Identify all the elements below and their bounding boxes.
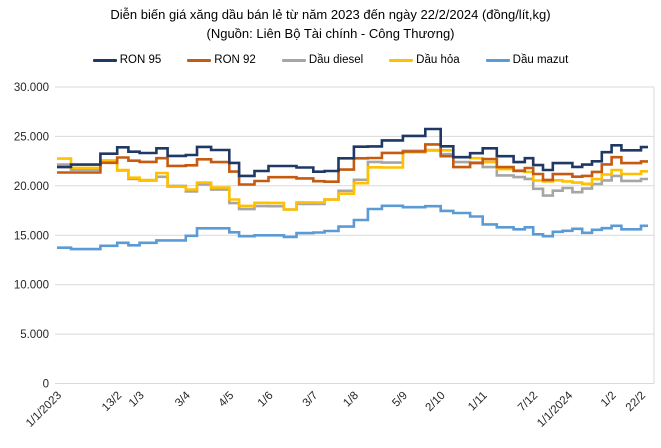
legend-item-diesel: Dầu diesel (281, 54, 364, 66)
svg-text:1/6: 1/6 (256, 390, 276, 410)
legend-label-diesel: Dầu diesel (308, 54, 364, 66)
legend-item-dau-hoa: Dầu hỏa (389, 54, 460, 66)
chart-subtitle: (Nguồn: Liên Bộ Tài chính - Công Thương) (206, 26, 455, 41)
svg-text:3/4: 3/4 (173, 389, 193, 409)
legend-label-ron95: RON 95 (119, 54, 162, 66)
svg-text:0: 0 (43, 379, 49, 391)
svg-text:1/3: 1/3 (127, 390, 147, 410)
legend-line-swatch-diesel (281, 58, 306, 62)
svg-text:1/2: 1/2 (599, 390, 619, 410)
svg-text:15.000: 15.000 (14, 230, 49, 242)
legend-item-ron95: RON 95 (92, 54, 162, 66)
legend-line-swatch-ron92 (187, 58, 212, 62)
svg-text:20.000: 20.000 (14, 181, 49, 193)
svg-text:1/1/2023: 1/1/2023 (24, 390, 64, 430)
legend-label-dau-hoa: Dầu hỏa (416, 54, 460, 66)
svg-text:22/2: 22/2 (624, 390, 648, 414)
svg-text:10.000: 10.000 (14, 280, 49, 292)
legend-line-swatch-ron95 (92, 58, 117, 62)
legend-item-mazut: Dầu mazut (485, 54, 569, 66)
svg-text:7/12: 7/12 (516, 390, 540, 414)
legend-label-ron92: RON 92 (214, 54, 256, 66)
svg-text:3/7: 3/7 (301, 390, 321, 410)
legend-line-swatch-dau-hoa (389, 58, 414, 62)
svg-text:5.000: 5.000 (20, 329, 49, 341)
svg-text:1/8: 1/8 (341, 390, 361, 410)
legend-item-ron92: RON 92 (187, 54, 256, 66)
svg-text:1/1/2024: 1/1/2024 (535, 389, 576, 430)
svg-text:5/9: 5/9 (390, 390, 410, 410)
chart-legend: RON 95 RON 92 Dầu diesel Dầu hỏa Dầu maz… (0, 54, 661, 66)
svg-text:2/10: 2/10 (424, 390, 448, 414)
svg-text:13/2: 13/2 (100, 390, 124, 414)
legend-line-swatch-mazut (485, 58, 510, 62)
legend-label-mazut: Dầu mazut (512, 54, 569, 66)
svg-text:1/11: 1/11 (466, 390, 490, 414)
svg-text:30.000: 30.000 (14, 82, 49, 94)
svg-text:25.000: 25.000 (14, 131, 49, 143)
chart-title: Diễn biến giá xăng dầu bán lẻ từ năm 202… (110, 7, 551, 22)
svg-text:4/5: 4/5 (217, 390, 237, 410)
